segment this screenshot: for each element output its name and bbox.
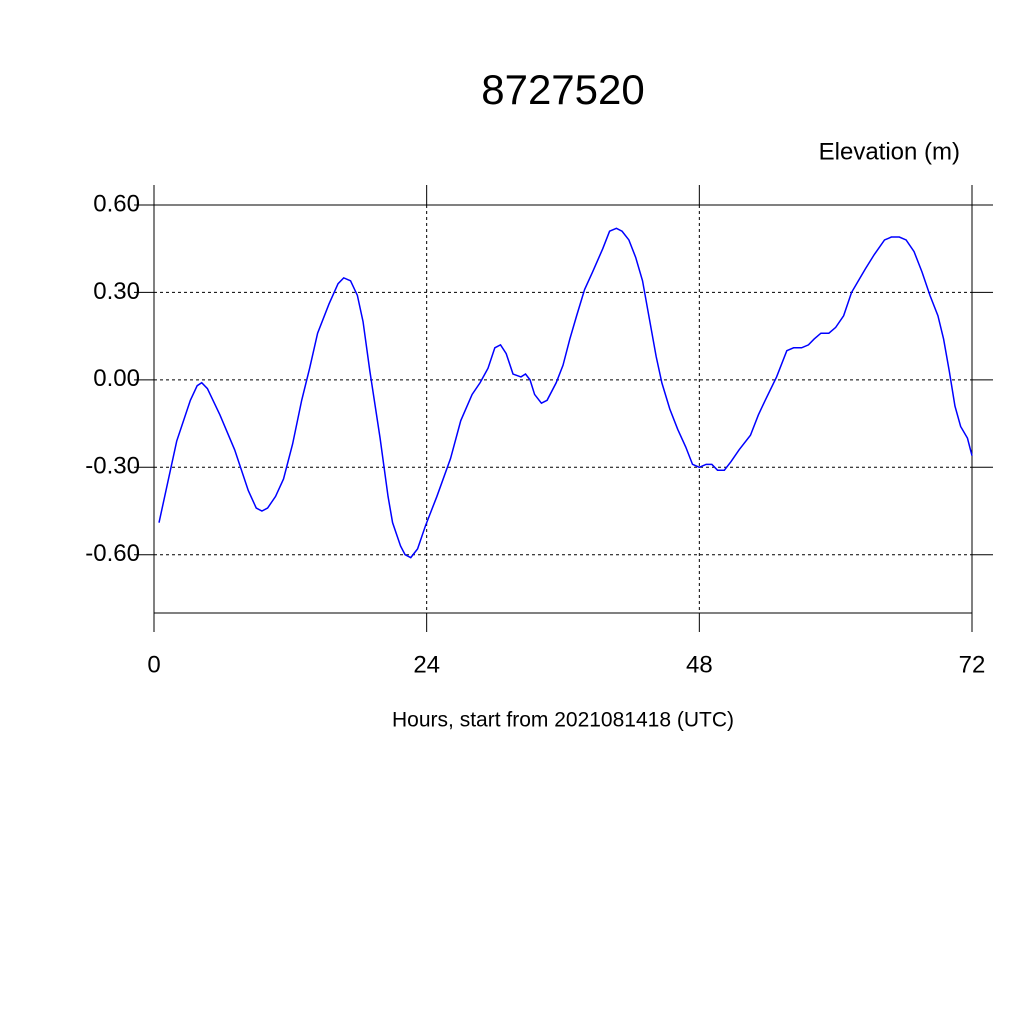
x-tick-label: 0: [147, 651, 160, 678]
y-tick-label: 0.30: [93, 278, 140, 305]
chart-title: 8727520: [481, 66, 645, 113]
y-tick-label: -0.30: [85, 453, 140, 480]
x-tick-label: 24: [413, 651, 440, 678]
x-tick-label: 48: [686, 651, 713, 678]
data-line: [158, 227, 973, 559]
plot-frame: [153, 204, 973, 614]
y-tick-label: 0.00: [93, 365, 140, 392]
y-tick-label: 0.60: [93, 190, 140, 217]
x-tick-label: 72: [959, 651, 986, 678]
y-tick-label: -0.60: [85, 540, 140, 567]
x-axis-label: Hours, start from 2021081418 (UTC): [392, 709, 734, 732]
chart-subtitle: Elevation (m): [819, 138, 960, 165]
